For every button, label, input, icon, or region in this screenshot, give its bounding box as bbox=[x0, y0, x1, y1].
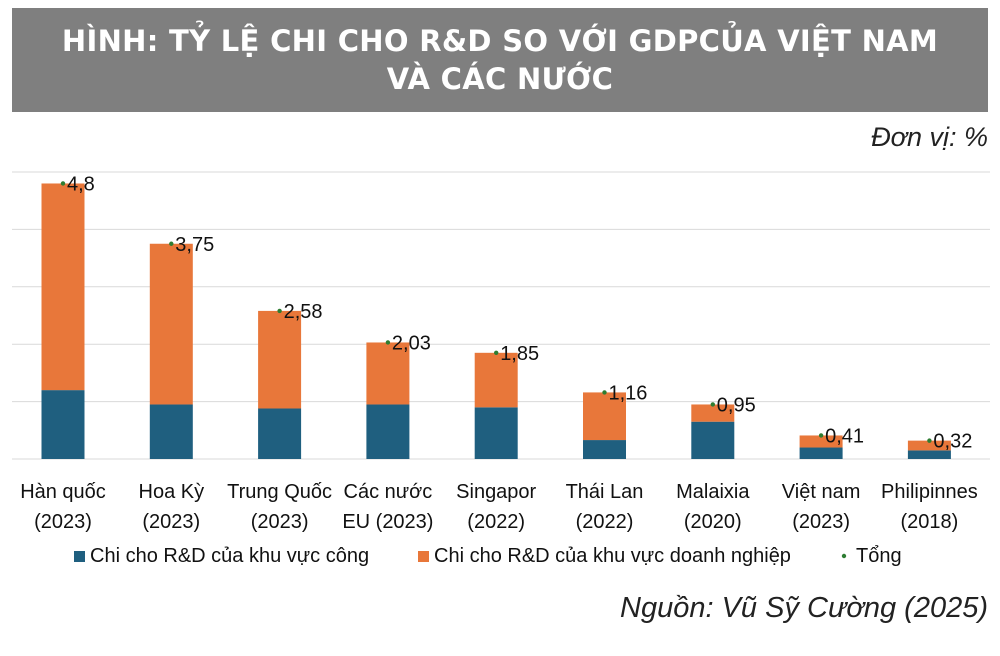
bar-segment-public bbox=[907, 450, 951, 459]
x-tick-label: (2023) bbox=[792, 511, 850, 533]
bar-segment-business bbox=[907, 440, 951, 451]
bar-segment-public bbox=[799, 447, 843, 459]
total-marker bbox=[169, 241, 174, 246]
bar-segment-business bbox=[258, 310, 302, 409]
data-label: 4,8 bbox=[67, 173, 95, 195]
legend-label-business: Chi cho R&D của khu vực doanh nghiệp bbox=[434, 545, 791, 567]
legend-label-total: Tổng bbox=[856, 545, 902, 567]
total-marker bbox=[494, 350, 499, 356]
x-tick-label: Các nước bbox=[344, 481, 433, 503]
x-tick-label: (2018) bbox=[900, 511, 958, 533]
bar-segment-public bbox=[258, 408, 302, 459]
data-label: 2,58 bbox=[284, 301, 323, 323]
bar-segment-public bbox=[149, 404, 193, 459]
x-tick-label: (2023) bbox=[142, 511, 200, 533]
bar-segment-business bbox=[41, 183, 85, 391]
data-label: 2,03 bbox=[392, 332, 431, 354]
total-marker bbox=[927, 438, 932, 443]
bar-segment-public bbox=[474, 407, 518, 459]
unit-label: Đơn vị: % bbox=[871, 122, 988, 152]
x-tick-label: Việt nam bbox=[782, 481, 861, 503]
bar-segment-business bbox=[799, 435, 843, 448]
legend-swatch-public bbox=[74, 551, 85, 562]
x-tick-label: Singapor bbox=[456, 481, 536, 503]
total-marker bbox=[818, 433, 824, 438]
data-label: 0,95 bbox=[717, 394, 756, 416]
legend-swatch-business bbox=[418, 551, 429, 562]
data-label: 3,75 bbox=[175, 234, 214, 256]
x-tick-label: Malaixia bbox=[676, 481, 750, 503]
x-tick-label: (2022) bbox=[576, 511, 634, 533]
total-marker bbox=[385, 340, 391, 345]
x-tick-label: (2020) bbox=[684, 511, 742, 533]
bar-segment-public bbox=[691, 421, 735, 459]
bar-segment-business bbox=[583, 392, 626, 441]
legend-label-public: Chi cho R&D của khu vực công bbox=[90, 545, 369, 567]
data-label: 0,32 bbox=[933, 431, 972, 453]
x-tick-label: Thái Lan bbox=[566, 481, 644, 503]
bar-segment-business bbox=[366, 342, 410, 405]
chart-title-line-2: VÀ CÁC NƯỚC bbox=[386, 62, 614, 96]
title-band: HÌNH: TỶ LỆ CHI CHO R&D SO VỚI GDPCỦA VI… bbox=[12, 8, 988, 112]
bar-segment-public bbox=[41, 390, 85, 459]
bar-segment-public bbox=[583, 440, 626, 459]
x-tick-label: Philipinnes bbox=[881, 481, 978, 503]
x-tick-label: (2023) bbox=[251, 511, 309, 533]
total-marker bbox=[602, 390, 607, 395]
data-label: 1,85 bbox=[500, 343, 539, 365]
source-label: Nguồn: Vũ Sỹ Cường (2025) bbox=[620, 592, 988, 624]
total-marker bbox=[277, 308, 282, 314]
legend-marker-total bbox=[841, 553, 847, 559]
data-label: 1,16 bbox=[609, 382, 648, 404]
bar-segment-business bbox=[474, 352, 518, 408]
total-marker bbox=[60, 181, 66, 186]
x-tick-label: (2023) bbox=[34, 511, 92, 533]
bar-segment-public bbox=[366, 404, 410, 459]
x-tick-label: (2022) bbox=[467, 511, 525, 533]
total-marker bbox=[710, 402, 715, 407]
data-label: 0,41 bbox=[825, 425, 864, 447]
x-tick-label: Hoa Kỳ bbox=[139, 481, 205, 503]
chart-title-line-1: HÌNH: TỶ LỆ CHI CHO R&D SO VỚI GDPCỦA VI… bbox=[61, 24, 939, 58]
x-tick-label: Hàn quốc bbox=[20, 481, 106, 503]
bar-segment-business bbox=[149, 243, 193, 405]
x-tick-label: Trung Quốc bbox=[227, 481, 332, 503]
x-tick-label: EU (2023) bbox=[342, 511, 433, 533]
bar-segment-business bbox=[691, 404, 735, 422]
